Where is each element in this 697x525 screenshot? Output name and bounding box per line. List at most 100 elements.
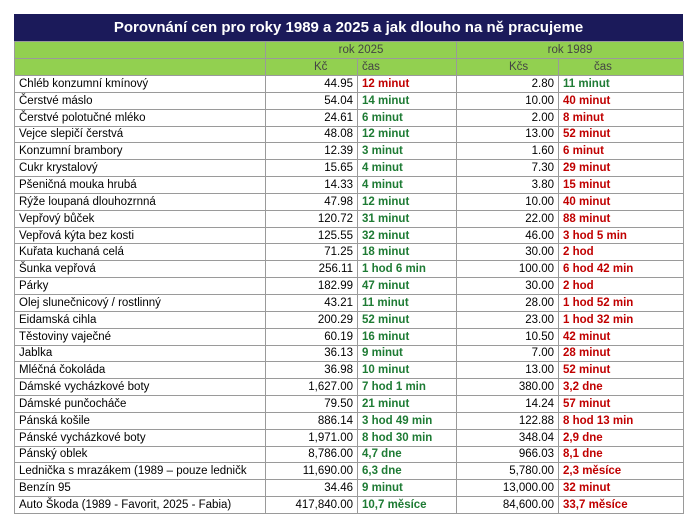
item-cell: Lednička s mrazákem (1989 – pouze lednič… (14, 462, 266, 481)
row: Čerstvé polotučné mléko 24.61 6 minut 2.00 8… (14, 108, 685, 127)
row: Pánská košile 886.14 3 hod 49 min 122.88 8 h… (14, 411, 685, 430)
time-cell: 8 hod 13 min (558, 411, 685, 430)
price-cell: 13.00 (456, 125, 560, 144)
time-cell: 8,1 dne (558, 445, 685, 464)
row: Mléčná čokoláda 36.98 10 minut 13.00 52 minu… (14, 361, 685, 380)
item-cell: Vejce slepičí čerstvá (14, 125, 266, 144)
item-cell: Dámské vycházkové boty (14, 378, 266, 397)
time-cell: 52 minut (356, 310, 458, 329)
time-cell: 3 hod 49 min (356, 411, 458, 430)
time-cell: 10 minut (356, 361, 458, 380)
time-cell: 3,2 dne (558, 378, 685, 397)
time-cell: 15 minut (558, 176, 685, 194)
time-cell: 29 minut (558, 159, 685, 178)
time-cell: 6 hod 42 min (558, 260, 685, 279)
item-cell: Eidamská cihla (14, 310, 266, 329)
time-cell: 2,3 měsíce (558, 462, 685, 481)
price-cell: 15.65 (265, 159, 358, 178)
time-cell: 18 minut (356, 243, 458, 262)
price-cell: 23.00 (456, 310, 560, 329)
table-body: Chléb konzumní kmínový 44.95 12 minut 2.80 1… (14, 75, 685, 514)
time-cell: 12 minut (356, 125, 458, 144)
price-cell: 886.14 (265, 411, 358, 430)
column-header: čas (356, 58, 458, 76)
price-cell: 12.39 (265, 142, 358, 161)
price-cell: 5,780.00 (456, 462, 560, 481)
time-cell: 9 minut (356, 344, 458, 363)
time-cell: 47 minut (356, 277, 458, 295)
time-cell: 4 minut (356, 176, 458, 194)
row: Šunka vepřová 256.11 1 hod 6 min 100.00 6 ho… (14, 260, 685, 279)
time-cell: 12 minut (356, 75, 458, 93)
price-cell: 10.50 (456, 327, 560, 346)
price-cell: 22.00 (456, 209, 560, 228)
item-cell: Olej slunečnicový / rostlinný (14, 293, 266, 312)
time-cell: 33,7 měsíce (558, 496, 685, 514)
price-cell: 60.19 (265, 327, 358, 346)
column-header: Kčs (456, 58, 560, 76)
price-cell: 348.04 (456, 428, 560, 447)
time-cell: 2,9 dne (558, 428, 685, 447)
row: Vepřová kýta bez kosti 125.55 32 minut 46.0… (14, 226, 685, 245)
row: Auto Škoda (1989 - Favorit, 2025 - Fabia… (14, 496, 685, 514)
row: Čerstvé máslo 54.04 14 minut 10.00 40 minut (14, 91, 685, 110)
time-cell: 6 minut (558, 142, 685, 161)
time-cell: 6 minut (356, 108, 458, 127)
price-cell: 47.98 (265, 192, 358, 211)
price-cell: 100.00 (456, 260, 560, 279)
item-cell: Chléb konzumní kmínový (14, 75, 266, 93)
time-cell: 4,7 dne (356, 445, 458, 464)
row: Chléb konzumní kmínový 44.95 12 minut 2.80 1… (14, 75, 685, 93)
price-cell: 122.88 (456, 411, 560, 430)
column-header: Kč (265, 58, 358, 76)
price-cell: 1,971.00 (265, 428, 358, 447)
time-cell: 31 minut (356, 209, 458, 228)
group-header: rok 1989 (456, 41, 685, 59)
row: Rýže loupaná dlouhozrnná 47.98 12 minut 10.… (14, 192, 685, 211)
time-cell: 52 minut (558, 125, 685, 144)
time-cell: 40 minut (558, 192, 685, 211)
time-cell: 10,7 měsíce (356, 496, 458, 514)
price-cell: 3.80 (456, 176, 560, 194)
row: Vepřový bůček 120.72 31 minut 22.00 88 minut (14, 209, 685, 228)
price-cell: 200.29 (265, 310, 358, 329)
time-cell: 7 hod 1 min (356, 378, 458, 397)
item-cell: Pánský oblek (14, 445, 266, 464)
item-cell: Pšeničná mouka hrubá (14, 176, 266, 194)
header-cell (14, 58, 266, 76)
item-cell: Auto Škoda (1989 - Favorit, 2025 - Fabia… (14, 496, 266, 514)
item-cell: Cukr krystalový (14, 159, 266, 178)
row: Eidamská cihla 200.29 52 minut 23.00 1 hod 3… (14, 310, 685, 329)
price-cell: 36.98 (265, 361, 358, 380)
item-cell: Čerstvé polotučné mléko (14, 108, 266, 127)
table: rok 2025 rok 1989 Kč čas Kčs čas Chléb ko… (14, 41, 685, 514)
time-cell: 88 minut (558, 209, 685, 228)
time-cell: 57 minut (558, 395, 685, 413)
price-cell: 966.03 (456, 445, 560, 464)
time-cell: 6,3 dne (356, 462, 458, 481)
header-row: Kč čas Kčs čas (14, 58, 685, 76)
price-cell: 11,690.00 (265, 462, 358, 481)
time-cell: 3 minut (356, 142, 458, 161)
header-row: rok 2025 rok 1989 (14, 41, 685, 59)
item-cell: Konzumní brambory (14, 142, 266, 161)
price-cell: 30.00 (456, 277, 560, 295)
price-cell: 28.00 (456, 293, 560, 312)
price-cell: 14.33 (265, 176, 358, 194)
row: Párky 182.99 47 minut 30.00 2 hod (14, 277, 685, 295)
time-cell: 1 hod 52 min (558, 293, 685, 312)
price-cell: 30.00 (456, 243, 560, 262)
price-cell: 1,627.00 (265, 378, 358, 397)
price-cell: 44.95 (265, 75, 358, 93)
time-cell: 52 minut (558, 361, 685, 380)
price-cell: 10.00 (456, 91, 560, 110)
row: Pánské vycházkové boty 1,971.00 8 hod 30 m… (14, 428, 685, 447)
price-cell: 43.21 (265, 293, 358, 312)
row: Kuřata kuchaná celá 71.25 18 minut 30.00 2 h… (14, 243, 685, 262)
item-cell: Rýže loupaná dlouhozrnná (14, 192, 266, 211)
item-cell: Párky (14, 277, 266, 295)
price-cell: 380.00 (456, 378, 560, 397)
row: Těstoviny vaječné 60.19 16 minut 10.50 42 mi… (14, 327, 685, 346)
row: Jablka 36.13 9 minut 7.00 28 minut (14, 344, 685, 363)
